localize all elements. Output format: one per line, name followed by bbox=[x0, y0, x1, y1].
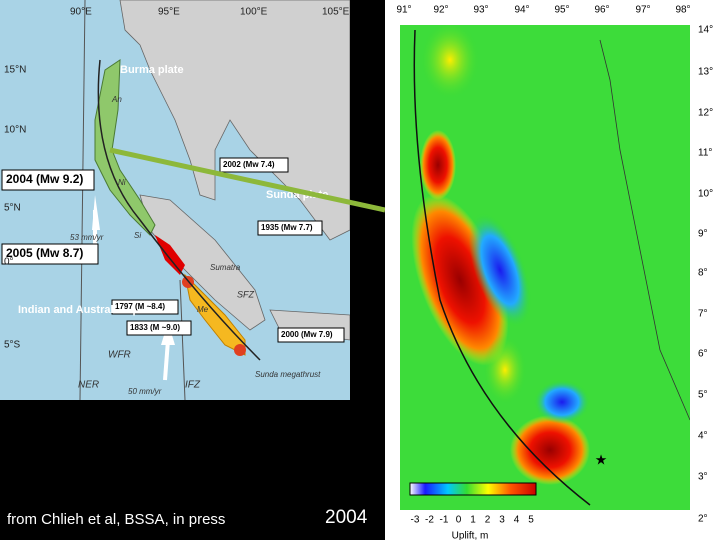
trench bbox=[97, 59, 261, 361]
lon-label: 90°E bbox=[70, 7, 92, 18]
lon-label: 95° bbox=[554, 5, 569, 16]
feature-label: Me bbox=[197, 305, 209, 314]
colorbar-tick: 0 bbox=[456, 515, 462, 526]
event-label: 2002 (Mw 7.4) bbox=[223, 160, 275, 169]
uplift-patch bbox=[420, 130, 456, 200]
event-box bbox=[1, 243, 99, 265]
lat-label: 6° bbox=[698, 349, 708, 360]
rupture-2000 bbox=[234, 344, 246, 356]
feature-label: Ni bbox=[118, 178, 126, 187]
rupture-2005 bbox=[155, 235, 185, 275]
event-box bbox=[126, 320, 192, 336]
event-label: 1833 (M ~9.0) bbox=[130, 323, 180, 332]
subsidence-patch bbox=[534, 380, 590, 424]
lat-label: 11° bbox=[698, 148, 712, 159]
coastline bbox=[599, 39, 690, 421]
lon-label: 98° bbox=[675, 5, 690, 16]
left-map: 90°E 95°E 100°E 105°E 15°N 10°N 5°N 0° 5°S Burma … bbox=[0, 0, 350, 400]
colorbar-tick: 1 bbox=[470, 515, 476, 526]
lon-label: 94° bbox=[514, 5, 529, 16]
lat-label: 5°S bbox=[4, 340, 21, 351]
uplift-patch bbox=[411, 194, 509, 366]
lat-label: 4° bbox=[698, 431, 708, 442]
arrow-50-shaft bbox=[163, 339, 170, 381]
colorbar-tick: 3 bbox=[499, 515, 505, 526]
lon-label: 105°E bbox=[322, 7, 350, 18]
feature-label: Sunda megathrust bbox=[255, 370, 321, 379]
lat-label: 3° bbox=[698, 472, 708, 483]
lon-label: 92° bbox=[433, 5, 448, 16]
lon-label: 95°E bbox=[158, 7, 180, 18]
lat-label: 7° bbox=[698, 309, 708, 320]
subsidence-patch bbox=[468, 212, 532, 328]
event-label: 2004 (Mw 9.2) bbox=[6, 172, 83, 186]
uplift-patch bbox=[510, 415, 590, 485]
epicenter-star: ★ bbox=[595, 452, 608, 468]
colorbar-tick: 2 bbox=[485, 515, 491, 526]
event-label: 1797 (M ~8.4) bbox=[115, 302, 165, 311]
lon-label: 97° bbox=[635, 5, 650, 16]
feature-label: IFZ bbox=[185, 380, 201, 391]
lat-label: 5° bbox=[698, 390, 708, 401]
plate-label: Burma plate bbox=[120, 64, 184, 76]
event-label: 2005 (Mw 8.7) bbox=[6, 246, 83, 260]
feature-label: An bbox=[111, 95, 122, 104]
plate-label: Indian and Australian plates bbox=[18, 304, 164, 316]
feature-label: SFZ bbox=[237, 289, 255, 299]
uplift-patch bbox=[420, 25, 480, 100]
lat-label: 8° bbox=[698, 268, 708, 279]
event-box bbox=[1, 169, 95, 191]
event-box bbox=[257, 220, 323, 236]
rupture-2004 bbox=[94, 59, 156, 236]
feature-label: Sumatra bbox=[210, 263, 241, 272]
caption: from Chlieh et al, BSSA, in press bbox=[7, 511, 225, 528]
lon-label: 91° bbox=[396, 5, 411, 16]
colorbar-tick: -1 bbox=[440, 515, 449, 526]
ridge bbox=[79, 0, 86, 400]
event-label: 1935 (Mw 7.7) bbox=[261, 223, 313, 232]
trench bbox=[413, 29, 591, 506]
colorbar-tick: 5 bbox=[528, 515, 534, 526]
event-box bbox=[277, 327, 345, 343]
lat-label: 2° bbox=[698, 514, 708, 525]
feature-label: Si bbox=[134, 231, 141, 240]
feature-label: 50 mm/yr bbox=[128, 387, 162, 396]
lat-label: 5°N bbox=[4, 203, 21, 214]
colorbar-tick: 4 bbox=[514, 515, 520, 526]
lat-label: 12° bbox=[698, 108, 713, 119]
lat-label: 14° bbox=[698, 25, 713, 36]
event-label: 2000 (Mw 7.9) bbox=[281, 330, 333, 339]
event-box bbox=[219, 157, 289, 173]
right-map: ★ bbox=[400, 25, 690, 510]
colorbar bbox=[409, 482, 537, 496]
fault-zone bbox=[179, 279, 186, 400]
feature-label: 53 mm/yr bbox=[70, 233, 104, 242]
lat-label: 15°N bbox=[4, 65, 26, 76]
colorbar-label: Uplift, m bbox=[452, 531, 489, 540]
lon-label: 96° bbox=[594, 5, 609, 16]
lat-label: 0° bbox=[4, 257, 14, 268]
uplift-patch bbox=[483, 335, 527, 405]
lat-label: 10° bbox=[698, 189, 713, 200]
lat-label: 13° bbox=[698, 67, 713, 78]
lat-label: 10°N bbox=[4, 125, 26, 136]
event-box bbox=[111, 299, 179, 315]
colorbar-tick: -3 bbox=[411, 515, 420, 526]
year-label: 2004 bbox=[325, 507, 368, 528]
lon-label: 93° bbox=[473, 5, 488, 16]
lat-label: 9° bbox=[698, 229, 708, 240]
colorbar-tick: -2 bbox=[425, 515, 434, 526]
feature-label: NER bbox=[78, 380, 99, 391]
connector-line bbox=[109, 147, 386, 213]
feature-label: WFR bbox=[108, 350, 131, 361]
lon-label: 100°E bbox=[240, 7, 268, 18]
